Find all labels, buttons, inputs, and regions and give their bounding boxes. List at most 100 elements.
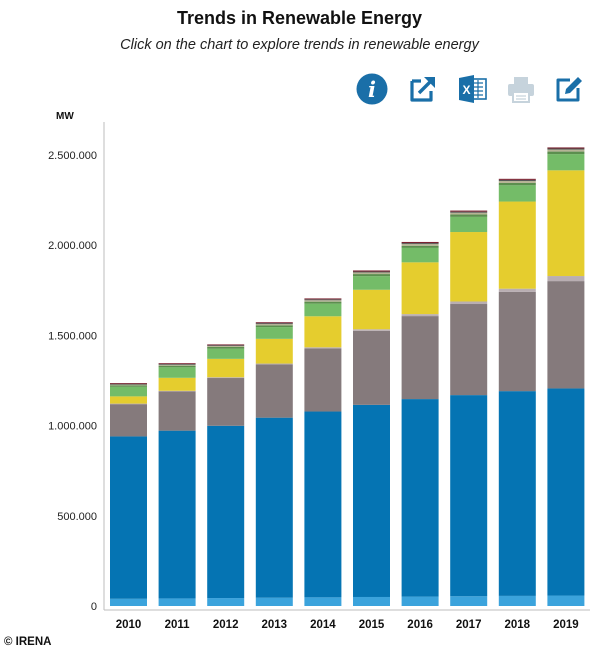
bar-segment[interactable] [498,179,536,181]
bar-segment[interactable] [207,377,245,426]
bar-segment[interactable] [353,330,390,405]
bar-segment[interactable] [304,303,342,317]
bar-segment[interactable] [207,344,245,346]
bar-segment[interactable] [110,396,147,404]
bar-segment[interactable] [498,185,536,202]
bar-segment[interactable] [207,598,245,606]
bar-segment[interactable] [158,430,196,599]
bar-segment[interactable] [498,178,536,180]
bar-segment[interactable] [207,348,245,359]
bar-segment[interactable] [158,363,196,364]
bar-segment[interactable] [255,325,293,328]
bar-segment[interactable] [450,211,488,213]
bar-segment[interactable] [498,288,536,292]
bar-segment[interactable] [353,596,390,606]
bar-segment[interactable] [158,365,196,368]
bar-segment[interactable] [207,425,245,599]
bar-segment[interactable] [353,271,390,273]
bar-segment[interactable] [207,377,245,379]
bar-segment[interactable] [450,596,488,606]
bar-segment[interactable] [304,411,342,598]
bar-segment[interactable] [353,404,390,597]
bar-segment[interactable] [547,595,585,606]
bar-segment[interactable] [110,436,147,599]
bar-segment[interactable] [353,289,390,330]
bar-stack-2012[interactable] [207,344,245,606]
bar-stack-2013[interactable] [255,322,293,606]
bar-segment[interactable] [547,388,585,596]
bar-segment[interactable] [110,403,147,437]
bar-segment[interactable] [401,245,439,248]
bar-segment[interactable] [401,243,439,246]
bar-segment[interactable] [547,151,585,155]
bar-segment[interactable] [304,316,342,348]
edit-button[interactable] [552,72,586,106]
bar-stack-2014[interactable] [304,298,342,606]
bar-segment[interactable] [110,386,147,397]
bar-segment[interactable] [110,383,147,384]
bar-segment[interactable] [353,329,390,331]
bar-segment[interactable] [547,170,585,277]
bar-segment[interactable] [450,212,488,215]
bar-segment[interactable] [255,324,293,326]
bar-segment[interactable] [401,243,439,244]
bar-segment[interactable] [401,262,439,315]
bar-segment[interactable] [498,182,536,186]
bar-stack-2019[interactable] [547,147,585,606]
bar-segment[interactable] [207,358,245,378]
bar-segment[interactable] [110,383,147,385]
bar-stack-2015[interactable] [353,270,390,606]
bar-segment[interactable] [255,323,293,325]
bar-segment[interactable] [304,597,342,606]
bar-segment[interactable] [110,403,147,405]
bar-segment[interactable] [401,247,439,263]
bar-segment[interactable] [207,345,245,346]
bar-segment[interactable] [110,385,147,387]
bar-segment[interactable] [304,348,342,412]
bar-segment[interactable] [547,281,585,389]
bar-segment[interactable] [158,367,196,378]
bar-segment[interactable] [255,363,293,365]
bar-stack-2010[interactable] [110,383,147,606]
bar-segment[interactable] [255,338,293,364]
open-external-button[interactable] [406,72,440,106]
bar-segment[interactable] [158,377,196,391]
bar-segment[interactable] [304,300,342,302]
bar-segment[interactable] [353,272,390,275]
bar-segment[interactable] [450,210,488,212]
bar-segment[interactable] [498,291,536,392]
bar-segment[interactable] [401,314,439,317]
bar-segment[interactable] [401,596,439,606]
bar-segment[interactable] [498,595,536,606]
bar-segment[interactable] [304,299,342,301]
excel-export-button[interactable]: X [456,72,490,106]
bar-segment[interactable] [547,276,585,282]
print-button[interactable] [504,72,538,106]
bar-segment[interactable] [353,276,390,290]
bar-segment[interactable] [450,301,488,305]
info-button[interactable]: i [355,72,389,106]
bar-segment[interactable] [498,180,536,183]
bar-segment[interactable] [304,301,342,304]
bar-segment[interactable] [498,201,536,289]
bar-segment[interactable] [353,270,390,272]
bar-segment[interactable] [207,345,245,347]
bar-segment[interactable] [498,391,536,596]
bar-segment[interactable] [547,149,585,152]
bar-segment[interactable] [207,346,245,349]
bar-segment[interactable] [401,316,439,400]
bar-segment[interactable] [110,598,147,606]
bar-stack-2011[interactable] [158,363,196,606]
bar-segment[interactable] [110,384,147,386]
bar-segment[interactable] [450,216,488,233]
bar-segment[interactable] [255,364,293,418]
bar-segment[interactable] [158,390,196,392]
bar-segment[interactable] [304,347,342,349]
bar-segment[interactable] [547,148,585,150]
bar-segment[interactable] [547,154,585,171]
bar-segment[interactable] [401,241,439,244]
bar-segment[interactable] [255,597,293,606]
bar-segment[interactable] [255,322,293,324]
stacked-bar-chart[interactable]: MW 0 500.000 1.000.000 1.500.000 2.000.000 2.… [0,0,599,632]
bar-segment[interactable] [401,399,439,597]
